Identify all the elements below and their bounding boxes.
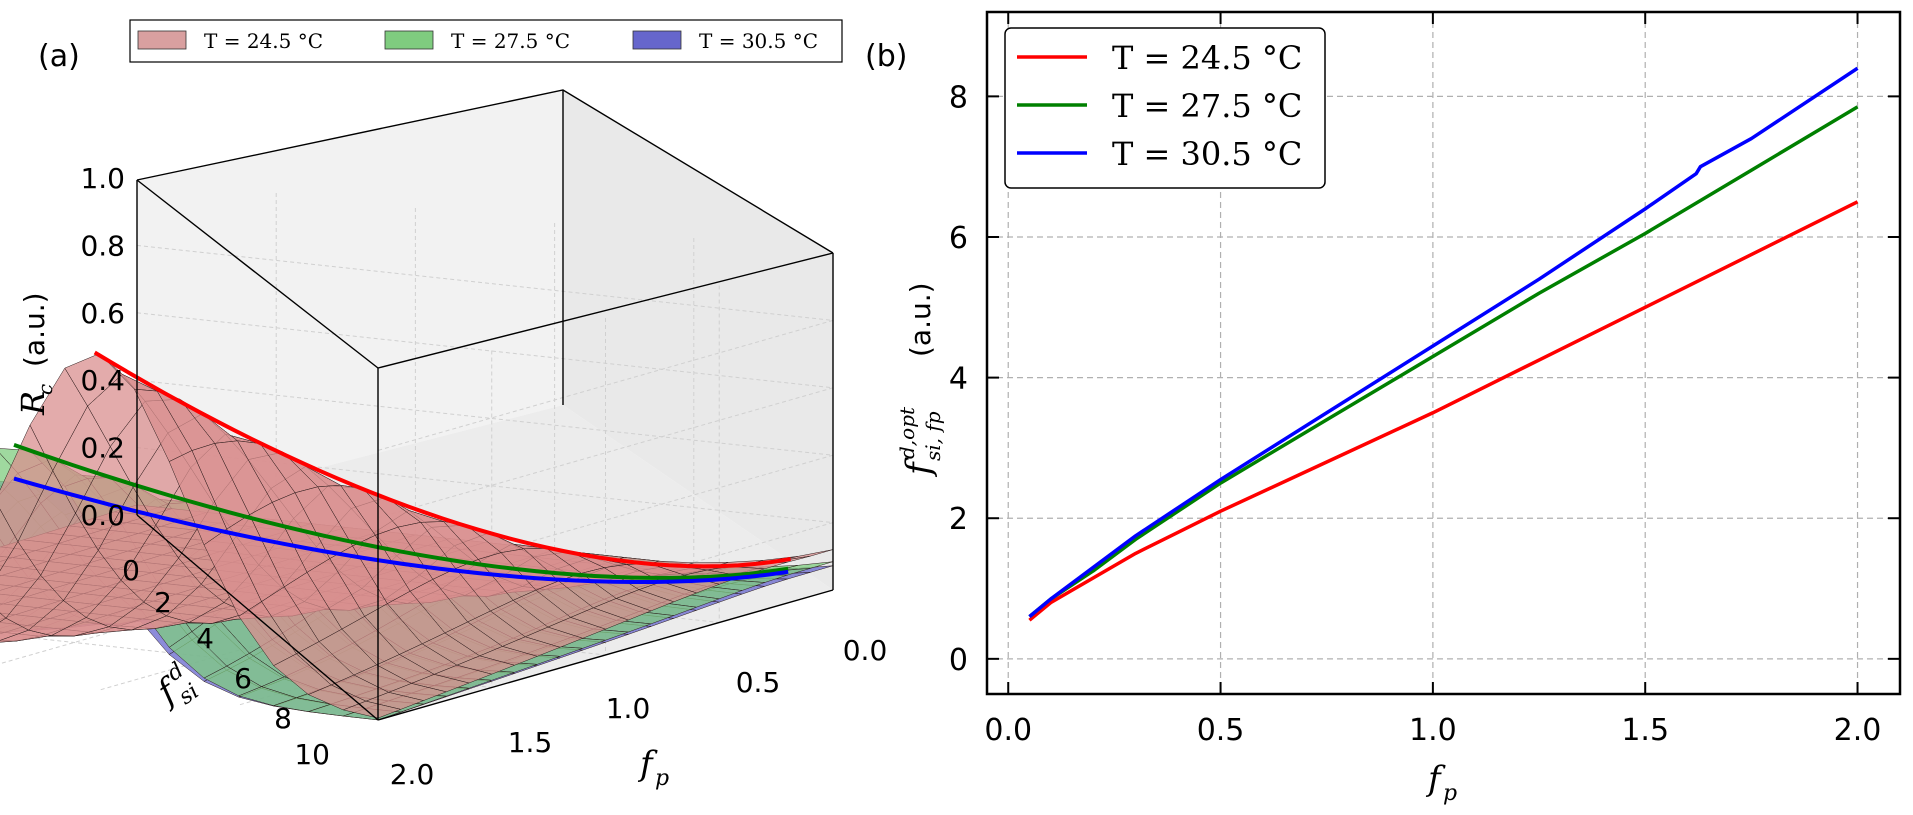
legend-a-swatch <box>632 30 682 50</box>
panel-a-label: (a) <box>38 39 80 74</box>
y-tick-label: 8 <box>274 702 292 735</box>
y-tick-label: 4 <box>196 622 214 655</box>
x-tick-label: 1.0 <box>606 692 651 725</box>
x-axis-label-b: f p <box>1425 759 1457 806</box>
ridge-line <box>13 476 789 585</box>
series-line <box>1028 200 1859 622</box>
legend-b-frame <box>1004 27 1326 189</box>
panel-b-label: (b) <box>865 39 907 74</box>
z-tick-label: 0.4 <box>80 364 125 397</box>
z-label-unit: (a.u.) <box>18 292 51 367</box>
x-tick-labels: 0.0 0.5 1.0 1.5 2.0 <box>390 634 888 791</box>
x-tick-label: 2.0 <box>390 758 435 791</box>
legend-b-label: T = 24.5 °C <box>1112 39 1302 77</box>
z-tick-label: 0.6 <box>80 297 125 330</box>
b-y-tick-label: 0 <box>949 643 968 678</box>
b-y-tick-label: 8 <box>949 80 968 115</box>
box-edges <box>136 89 834 721</box>
b-ylabel-sup: d,opt <box>895 406 919 459</box>
z-tick-label: 0.2 <box>80 432 125 465</box>
surface-24.5 <box>0 353 834 719</box>
back-pane-right <box>563 90 833 590</box>
ridge-line <box>93 350 791 569</box>
x-tick-label: 1.5 <box>508 726 553 759</box>
surface-cell <box>0 612 7 623</box>
y-tick-label: 0 <box>122 554 140 587</box>
ridge-lines <box>13 350 791 585</box>
b-y-tick-label: 2 <box>949 502 968 537</box>
x-axis-label: f p <box>637 744 669 791</box>
b-x-tick-label: 1.5 <box>1621 713 1669 748</box>
legend-a-swatch <box>384 30 434 50</box>
y-tick-label: 10 <box>294 738 330 771</box>
z-label-main: R <box>14 391 52 416</box>
legend-b-label: T = 27.5 °C <box>1112 87 1302 125</box>
ridge-line <box>13 442 789 580</box>
legend-b: T = 24.5 °C T = 27.5 °C T = 30.5 °C <box>1004 27 1326 189</box>
legend-a-label: T = 24.5 °C <box>204 29 323 53</box>
series-lines-b <box>1028 66 1859 622</box>
ticks-b: 0.0 0.5 1.0 1.5 2.0 0 2 4 6 8 <box>949 12 1900 748</box>
series-line <box>1028 105 1859 619</box>
z-tick-labels: 0.0 0.2 0.4 0.6 0.8 1.0 <box>80 162 125 532</box>
legend-b-label: T = 30.5 °C <box>1112 135 1302 173</box>
legend-a-frame <box>129 19 843 63</box>
b-xlabel-sub: p <box>1443 781 1457 806</box>
panel-b: (b) 0.0 0.5 1.0 1.5 2.0 0 2 4 6 8 f p f si, fp d,… <box>865 10 1902 806</box>
b-y-tick-label: 6 <box>949 221 968 256</box>
z-tick-label: 0.8 <box>80 229 125 262</box>
b-x-tick-label: 0.5 <box>1197 713 1245 748</box>
b-x-tick-label: 2.0 <box>1834 713 1882 748</box>
surface-cell <box>0 508 19 572</box>
legend-a-label: T = 30.5 °C <box>699 29 818 53</box>
z-axis-label: R c (a.u.) <box>14 292 57 416</box>
b-ylabel-sub: si, fp <box>921 411 945 461</box>
b-y-tick-label: 4 <box>949 362 968 397</box>
y-tick-label: 2 <box>154 586 172 619</box>
b-ylabel-unit: (a.u.) <box>904 282 937 357</box>
x-label-sub: p <box>655 766 669 791</box>
back-pane-left <box>137 90 563 515</box>
b-x-tick-label: 1.0 <box>1409 713 1457 748</box>
legend-a-swatch <box>137 30 187 50</box>
series-line <box>1028 66 1859 619</box>
legend-a: T = 24.5 °C T = 27.5 °C T = 30.5 °C <box>129 19 843 63</box>
x-tick-label: 0.5 <box>736 666 781 699</box>
y-axis-label-b: f si, fp d,opt (a.u.) <box>895 282 945 478</box>
legend-a-label: T = 27.5 °C <box>451 29 570 53</box>
y-tick-label: 6 <box>234 662 252 695</box>
z-label-sub: c <box>33 384 57 395</box>
z-tick-label: 1.0 <box>80 162 125 195</box>
b-x-tick-label: 0.0 <box>984 713 1032 748</box>
z-tick-label: 0.0 <box>80 499 125 532</box>
x-tick-label: 0.0 <box>843 634 888 667</box>
